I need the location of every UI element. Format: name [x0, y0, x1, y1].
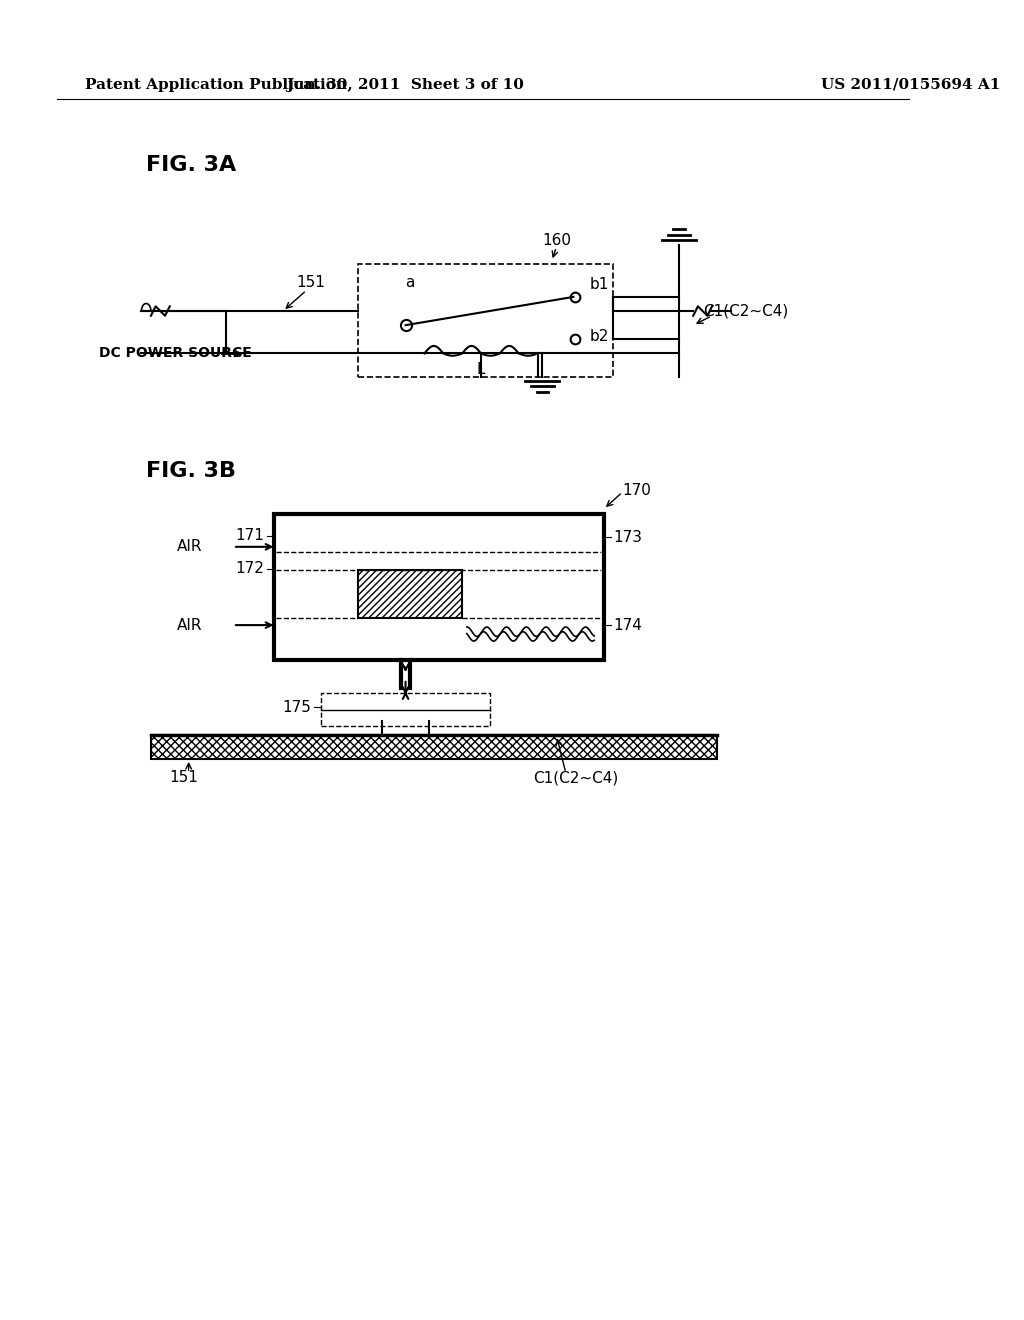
Bar — [151, 735, 717, 759]
Text: b2: b2 — [590, 329, 609, 345]
Text: b1: b1 — [590, 277, 609, 292]
Text: AIR: AIR — [177, 540, 203, 554]
Text: 175: 175 — [283, 700, 311, 714]
Text: 151: 151 — [170, 771, 199, 785]
Text: Patent Application Publication: Patent Application Publication — [85, 78, 347, 91]
Text: Jun. 30, 2011  Sheet 3 of 10: Jun. 30, 2011 Sheet 3 of 10 — [287, 78, 524, 91]
Bar — [273, 513, 603, 660]
Bar — [358, 264, 613, 378]
Text: 172: 172 — [236, 561, 264, 576]
Text: FIG. 3A: FIG. 3A — [146, 154, 237, 174]
Text: DC POWER SOURCE: DC POWER SOURCE — [99, 346, 252, 360]
Text: 160: 160 — [542, 232, 571, 248]
Text: a: a — [406, 276, 415, 290]
Text: 174: 174 — [613, 618, 642, 632]
Text: C1(C2~C4): C1(C2~C4) — [702, 304, 787, 318]
Text: AIR: AIR — [177, 618, 203, 632]
Text: 173: 173 — [613, 529, 642, 545]
Bar — [358, 570, 462, 618]
Text: 151: 151 — [297, 276, 326, 290]
Text: 170: 170 — [623, 483, 651, 498]
Text: US 2011/0155694 A1: US 2011/0155694 A1 — [820, 78, 999, 91]
Text: L: L — [477, 362, 485, 378]
Text: C1(C2~C4): C1(C2~C4) — [532, 771, 617, 785]
Text: 171: 171 — [236, 528, 264, 543]
Text: FIG. 3B: FIG. 3B — [146, 462, 237, 482]
Bar — [321, 693, 490, 726]
